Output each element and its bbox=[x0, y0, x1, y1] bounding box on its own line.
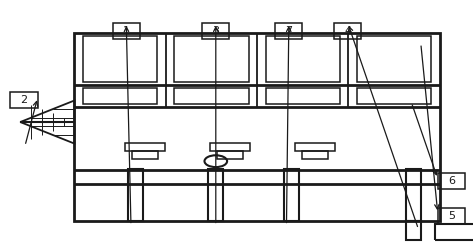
Bar bbox=[438, 173, 465, 189]
Text: 3: 3 bbox=[212, 26, 219, 36]
Bar bbox=[83, 36, 157, 82]
Bar bbox=[302, 151, 328, 159]
Bar bbox=[438, 208, 465, 224]
Bar bbox=[357, 36, 431, 82]
Bar bbox=[74, 33, 439, 221]
Bar bbox=[208, 169, 223, 221]
Bar bbox=[334, 23, 361, 39]
Bar bbox=[202, 23, 229, 39]
Bar bbox=[132, 151, 158, 159]
Text: 1: 1 bbox=[123, 26, 130, 36]
Bar bbox=[265, 88, 340, 104]
Bar bbox=[406, 221, 421, 240]
Text: 7: 7 bbox=[285, 26, 292, 36]
Bar bbox=[128, 169, 143, 221]
Bar bbox=[83, 88, 157, 104]
Bar bbox=[113, 23, 140, 39]
Text: 4: 4 bbox=[344, 26, 351, 36]
Bar bbox=[435, 224, 474, 240]
Text: 6: 6 bbox=[448, 176, 455, 186]
Text: 5: 5 bbox=[448, 211, 455, 221]
Bar bbox=[283, 169, 299, 221]
Bar bbox=[174, 36, 248, 82]
Bar bbox=[210, 143, 250, 151]
Bar bbox=[217, 151, 243, 159]
Bar bbox=[10, 92, 37, 108]
Bar bbox=[125, 143, 165, 151]
Bar bbox=[357, 88, 431, 104]
Bar bbox=[275, 23, 302, 39]
Bar bbox=[295, 143, 335, 151]
Bar bbox=[174, 88, 248, 104]
Text: 2: 2 bbox=[20, 95, 27, 105]
Bar bbox=[265, 36, 340, 82]
Bar bbox=[406, 169, 421, 221]
